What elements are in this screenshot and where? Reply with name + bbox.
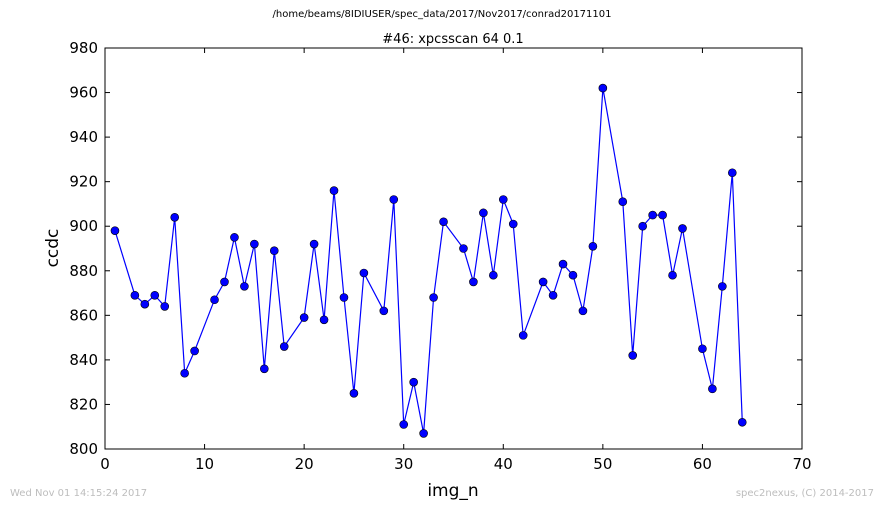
x-tick-label: 20 xyxy=(295,455,314,473)
data-point xyxy=(718,282,727,291)
data-point xyxy=(299,313,309,322)
data-point xyxy=(269,246,279,256)
data-point xyxy=(389,195,399,204)
data-point xyxy=(429,293,438,302)
y-tick-label: 840 xyxy=(69,351,98,369)
series-markers xyxy=(110,83,747,438)
data-point xyxy=(588,241,598,251)
data-point xyxy=(568,270,578,280)
data-point xyxy=(479,208,488,218)
data-point xyxy=(518,331,528,340)
data-point xyxy=(598,83,608,93)
data-point xyxy=(409,377,418,387)
x-tick-label: 10 xyxy=(195,455,214,473)
x-tick-label: 50 xyxy=(593,455,612,473)
y-tick-label: 960 xyxy=(69,84,98,102)
axis-ticks xyxy=(104,47,803,450)
data-point xyxy=(737,417,747,427)
data-point xyxy=(240,282,249,291)
data-point xyxy=(618,197,628,207)
y-tick-label: 820 xyxy=(69,395,98,413)
data-point xyxy=(727,168,737,178)
data-point xyxy=(130,290,140,300)
data-point xyxy=(110,226,120,235)
data-point xyxy=(708,384,717,394)
data-point xyxy=(628,351,638,360)
data-point xyxy=(279,342,289,351)
x-tick-label: 70 xyxy=(792,455,811,473)
data-point xyxy=(180,368,189,378)
data-point xyxy=(260,364,269,374)
data-point xyxy=(419,429,428,438)
data-point xyxy=(638,221,647,231)
data-point xyxy=(319,315,329,325)
data-point xyxy=(469,277,478,287)
credit-footer: spec2nexus, (C) 2014-2017 xyxy=(735,488,874,499)
y-tick-label: 800 xyxy=(69,440,98,458)
chart-title: #46: xpcsscan 64 0.1 xyxy=(382,32,523,47)
y-tick-label: 980 xyxy=(69,39,98,57)
data-point xyxy=(170,213,179,222)
data-point xyxy=(439,217,448,227)
y-tick-label: 900 xyxy=(69,217,98,235)
x-tick-label: 0 xyxy=(100,455,110,473)
data-point xyxy=(498,195,508,204)
data-point xyxy=(339,293,349,302)
data-point xyxy=(140,299,150,309)
data-point xyxy=(160,302,170,311)
data-point xyxy=(349,389,359,398)
plot-area xyxy=(104,47,803,450)
data-point xyxy=(489,270,498,280)
series-line xyxy=(114,87,743,434)
data-point xyxy=(210,295,219,305)
y-tick-label: 920 xyxy=(69,173,98,191)
data-point xyxy=(379,306,389,316)
y-axis-label: ccdc xyxy=(43,229,63,268)
data-point xyxy=(698,344,707,354)
data-point xyxy=(548,290,558,300)
data-point xyxy=(678,224,687,233)
data-point xyxy=(459,244,468,253)
data-point xyxy=(230,233,239,242)
data-point xyxy=(359,268,369,278)
data-point xyxy=(309,239,319,249)
data-point xyxy=(190,346,199,356)
y-tick-label: 880 xyxy=(69,262,98,280)
data-point xyxy=(220,277,229,287)
data-point xyxy=(250,239,259,249)
timestamp-footer: Wed Nov 01 14:15:24 2017 xyxy=(10,488,148,499)
data-point xyxy=(329,186,339,195)
data-point xyxy=(658,210,667,220)
data-point xyxy=(538,277,548,287)
data-point xyxy=(150,290,160,300)
data-point xyxy=(648,210,657,220)
data-point xyxy=(399,420,409,429)
x-axis-label: img_n xyxy=(427,481,478,501)
x-tick-label: 40 xyxy=(494,455,513,473)
y-tick-label: 940 xyxy=(69,128,98,146)
data-point xyxy=(558,259,568,269)
file-path-title: /home/beams/8IDIUSER/spec_data/2017/Nov2… xyxy=(272,9,612,20)
axis-tick-labels: 0 10 20 30 40 50 60 70 800 820 840 860 880 900 920 940 9… xyxy=(69,39,811,473)
x-tick-label: 60 xyxy=(693,455,712,473)
data-point xyxy=(508,219,518,229)
data-point xyxy=(578,306,588,316)
x-tick-label: 30 xyxy=(394,455,413,473)
data-point xyxy=(668,270,677,280)
y-tick-label: 860 xyxy=(69,306,98,324)
